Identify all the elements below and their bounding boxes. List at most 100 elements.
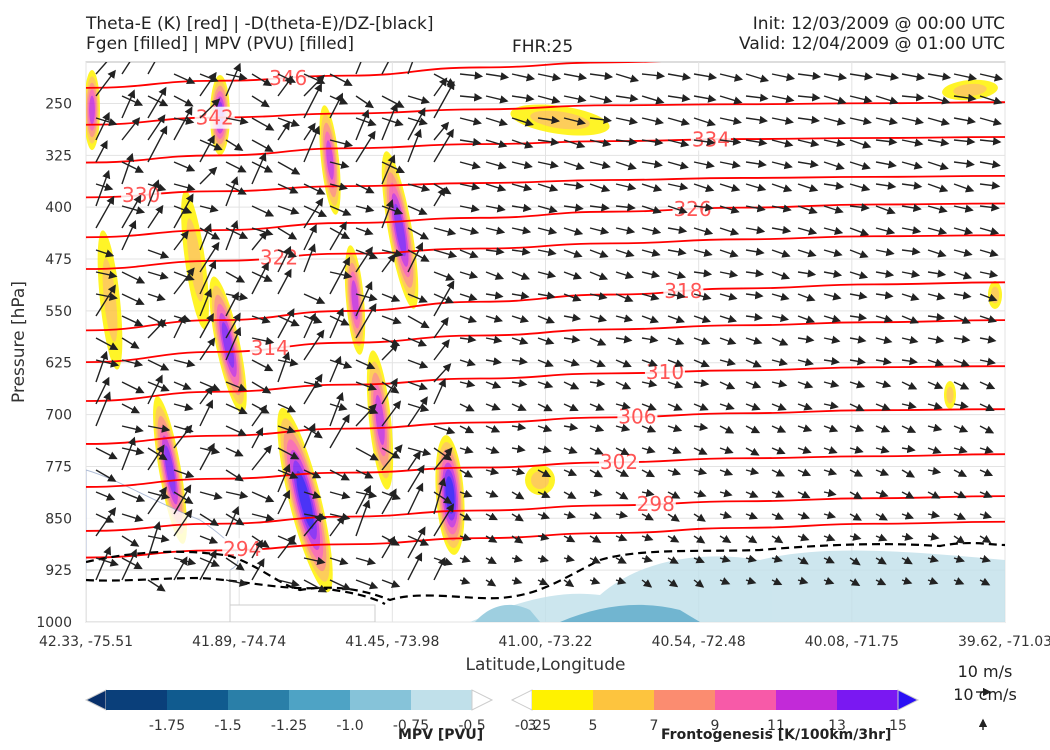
wind-vector: [797, 511, 811, 520]
wind-vector: [693, 117, 716, 127]
wind-vector: [251, 73, 273, 87]
wind-vector: [953, 226, 974, 236]
wind-vector: [563, 293, 582, 302]
wind-vector: [329, 557, 349, 566]
wind-vector: [121, 491, 146, 503]
wind-vector: [849, 271, 869, 280]
wind-vector: [355, 117, 377, 127]
wind-vector: [433, 77, 448, 97]
wind-vector: [641, 160, 663, 169]
colorbar-segment: [593, 690, 655, 710]
wind-vector: [225, 62, 241, 97]
wind-vector: [485, 357, 502, 366]
wind-vector: [615, 381, 632, 390]
wind-vector: [563, 72, 588, 81]
wind-vector: [589, 469, 604, 478]
wind-vector: [563, 117, 586, 126]
wind-vector: [953, 204, 974, 213]
wind-vector: [277, 351, 291, 383]
wind-vector: [329, 221, 347, 251]
wind-vector: [667, 467, 682, 476]
wind-vector: [433, 187, 446, 207]
wind-vector: [485, 95, 509, 104]
colorbar-extend-left: [84, 689, 107, 711]
wind-vector: [901, 556, 913, 565]
wind-vector: [303, 469, 322, 479]
wind-vector: [147, 381, 170, 392]
wind-vectors: [95, 62, 1004, 593]
wind-vector: [641, 402, 657, 411]
theta-e-label-342: 342: [196, 106, 234, 130]
wind-vector: [719, 249, 739, 258]
wind-vector: [199, 535, 219, 544]
wind-vector: [225, 227, 249, 239]
wind-vector: [381, 95, 405, 108]
wind-vector: [485, 380, 502, 389]
wind-vector: [511, 403, 527, 412]
wind-vector: [927, 95, 951, 105]
wind-vector: [615, 447, 630, 455]
wind-vector: [485, 271, 505, 280]
wind-vector: [199, 491, 223, 501]
wind-vector: [459, 71, 484, 80]
wind-vector: [459, 512, 472, 521]
wind-vector: [225, 220, 239, 251]
wind-vector: [147, 249, 170, 259]
wind-vector: [407, 293, 428, 303]
wind-vector: [979, 403, 995, 412]
wind-vector: [225, 161, 247, 173]
wind-vector: [927, 292, 946, 301]
wind-vector: [173, 73, 196, 85]
theta-e-label-298: 298: [637, 492, 675, 516]
colorbar-segment: [837, 690, 899, 710]
wind-vector: [407, 464, 425, 493]
wind-vector: [641, 248, 661, 257]
wind-vector: [199, 288, 212, 317]
wind-vector: [277, 268, 292, 295]
wind-vector: [511, 356, 528, 366]
wind-vector: [901, 315, 919, 324]
wind-vector: [979, 577, 991, 586]
theta-e-label-322: 322: [260, 245, 298, 269]
wind-vector: [771, 183, 793, 193]
wind-vector: [173, 116, 195, 125]
wind-vector: [927, 446, 942, 455]
wind-vector: [901, 490, 915, 499]
wind-vector: [251, 359, 274, 372]
wind-vector: [979, 269, 999, 279]
wind-vector: [355, 293, 378, 302]
wind-vector: [381, 293, 401, 303]
wind-vector: [615, 510, 629, 519]
wind-vector: [797, 490, 811, 499]
wind-vector: [849, 380, 866, 389]
wind-vector: [953, 93, 977, 103]
wind-vector: [433, 316, 449, 339]
wind-vector: [173, 161, 196, 172]
wind-vector: [953, 381, 970, 390]
wind-vector: [459, 379, 476, 388]
wind-vector: [927, 335, 945, 344]
wind-vector: [511, 467, 526, 476]
wind-vector: [95, 140, 108, 163]
x-tick-label: 41.89, -74.74: [192, 634, 286, 650]
wind-vector: [927, 510, 941, 519]
wind-vector: [719, 554, 731, 563]
wind-vector: [225, 425, 247, 436]
wind-vector: [641, 512, 654, 521]
wind-vector: [329, 205, 352, 216]
wind-vector: [433, 249, 458, 259]
wind-vector: [251, 117, 275, 131]
wind-vector: [511, 139, 534, 149]
wind-vector: [381, 62, 390, 75]
wind-vector: [433, 363, 452, 383]
wind-vector: [979, 137, 1002, 146]
wind-vector: [719, 314, 737, 323]
fgen-level: [186, 218, 204, 302]
colorbar-segment: [532, 690, 594, 710]
contour-label-bg: [635, 492, 676, 515]
wind-vector: [173, 230, 189, 251]
wind-vector: [381, 342, 399, 361]
wind-vector: [563, 578, 575, 588]
wind-vector: [615, 226, 636, 235]
wind-vector: [719, 577, 731, 585]
